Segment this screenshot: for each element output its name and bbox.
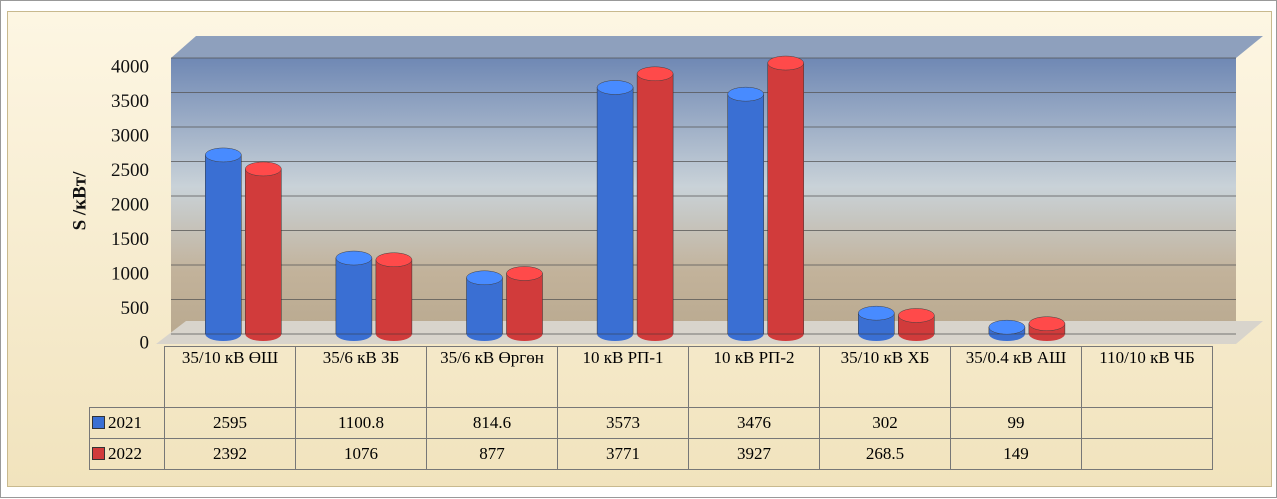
bar-top [1029, 317, 1065, 331]
bar [768, 56, 804, 341]
y-tick-label: 3500 [111, 91, 149, 112]
table-value: 99 [951, 408, 1082, 439]
bar [205, 148, 241, 341]
bar-top [989, 320, 1025, 334]
bar [898, 308, 934, 341]
table-value: 149 [951, 439, 1082, 470]
wall-top [171, 36, 1263, 58]
category-label: 35/10 кВ ӨШ [165, 347, 296, 408]
table-value: 3573 [558, 408, 689, 439]
bar [637, 67, 673, 341]
bar-body [205, 155, 241, 334]
y-tick-label: 500 [121, 298, 150, 319]
bar-top [597, 80, 633, 94]
table-value: 2392 [165, 439, 296, 470]
bar [507, 266, 543, 341]
y-tick-label: 3000 [111, 125, 149, 146]
bar-top [728, 87, 764, 101]
table-value: 877 [427, 439, 558, 470]
frame: S /кВт/ 05001000150020002500300035004000… [0, 0, 1277, 498]
bar [858, 306, 894, 341]
y-tick-label: 2000 [111, 194, 149, 215]
bar-top [637, 67, 673, 81]
legend-entry: 2021 [90, 408, 165, 439]
plot-wall [171, 58, 1236, 344]
bar-body [245, 169, 281, 334]
bar [597, 80, 633, 341]
bar-top [205, 148, 241, 162]
bar [376, 253, 412, 341]
bar [728, 87, 764, 341]
bar-top [858, 306, 894, 320]
bar [989, 320, 1025, 341]
bar-top [507, 266, 543, 280]
table-value [1082, 408, 1213, 439]
bar [336, 251, 372, 341]
legend-entry: 2022 [90, 439, 165, 470]
category-label: 35/0.4 кВ АШ [951, 347, 1082, 408]
bar-body [597, 87, 633, 334]
table-value: 3927 [689, 439, 820, 470]
table-value: 3476 [689, 408, 820, 439]
bar [245, 162, 281, 341]
bar-body [507, 273, 543, 334]
bar-top [245, 162, 281, 176]
y-tick-label: 4000 [111, 56, 149, 77]
y-tick-label: 2500 [111, 160, 149, 181]
bar-body [467, 278, 503, 334]
table-value: 2595 [165, 408, 296, 439]
bar-top [467, 271, 503, 285]
category-label: 10 кВ РП-1 [558, 347, 689, 408]
bar-body [376, 260, 412, 334]
bar-top [898, 308, 934, 322]
table-value [1082, 439, 1213, 470]
table-value: 814.6 [427, 408, 558, 439]
bar-body [768, 63, 804, 334]
bar-body [637, 74, 673, 334]
table-value: 3771 [558, 439, 689, 470]
bar-body [336, 258, 372, 334]
bar [467, 271, 503, 341]
category-label: 35/6 кВ Өргөн [427, 347, 558, 408]
plot-floor [156, 321, 1263, 344]
legend-label: 2022 [108, 444, 142, 463]
legend-label: 2021 [108, 413, 142, 432]
bar-body [728, 94, 764, 334]
y-tick-label: 1000 [111, 263, 149, 284]
y-axis-title: S /кВт/ [69, 171, 90, 231]
corner-cell [90, 347, 165, 408]
table-value: 302 [820, 408, 951, 439]
category-label: 110/10 кВ ЧБ [1082, 347, 1213, 408]
bar-top [336, 251, 372, 265]
legend-swatch [92, 447, 105, 460]
y-tick-label: 1500 [111, 229, 149, 250]
table-value: 268.5 [820, 439, 951, 470]
bar-top [768, 56, 804, 70]
category-label: 35/10 кВ ХБ [820, 347, 951, 408]
table-value: 1100.8 [296, 408, 427, 439]
table-value: 1076 [296, 439, 427, 470]
bar [1029, 317, 1065, 341]
category-label: 35/6 кВ ЗБ [296, 347, 427, 408]
legend-swatch [92, 416, 105, 429]
category-label: 10 кВ РП-2 [689, 347, 820, 408]
bar-top [376, 253, 412, 267]
